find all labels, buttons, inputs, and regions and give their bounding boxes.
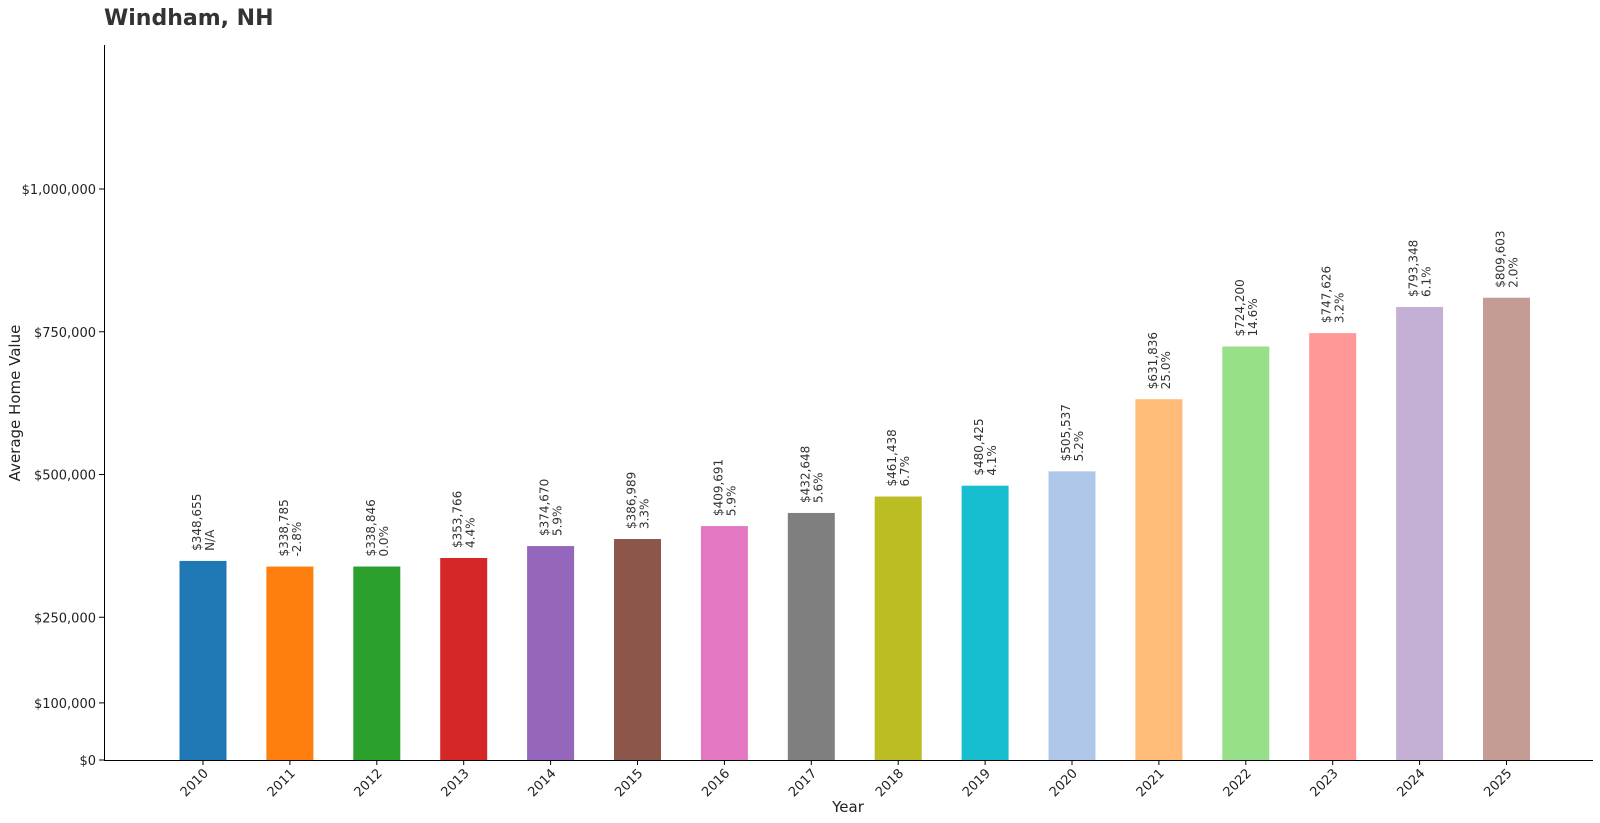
bar-value-label: $432,648 [798, 446, 812, 503]
bar-2014 [527, 546, 575, 760]
bar-2016 [700, 526, 748, 760]
x-tick-label-2020: 2020 [1047, 766, 1081, 800]
bar-change-label: 6.7% [898, 456, 912, 487]
x-tick-label-2019: 2019 [960, 766, 994, 800]
bar-change-label: 5.9% [551, 506, 565, 537]
bar-2023 [1309, 333, 1357, 760]
bar-label-2012: $338,8460.0% [364, 499, 391, 556]
x-tick-label-2025: 2025 [1481, 766, 1515, 800]
x-axis-ticks: 2010 2011 2012 2013 2014 2015 2016 2017 2018 2019… [178, 760, 1515, 800]
bar-value-label: $374,670 [538, 479, 552, 536]
bar-change-label: 25.0% [1159, 351, 1173, 389]
bar-change-label: 3.3% [638, 499, 652, 530]
bar-value-label: $809,603 [1494, 230, 1508, 287]
bar-change-label: -2.8% [290, 522, 304, 557]
bar-value-label: $409,691 [711, 459, 725, 516]
bar-2022 [1222, 346, 1270, 760]
bars-group [179, 297, 1530, 760]
bar-2012 [353, 566, 401, 760]
bar-value-label: $480,425 [972, 418, 986, 475]
bar-change-label: N/A [203, 529, 217, 551]
bar-2019 [961, 485, 1009, 760]
bar-2010 [179, 560, 227, 760]
bar-labels-group: $348,655N/A $338,785-2.8% $338,8460.0% $353… [190, 230, 1521, 556]
x-tick-label-2023: 2023 [1308, 766, 1342, 800]
bar-value-label: $793,348 [1407, 240, 1421, 297]
bar-label-2022: $724,20014.6% [1233, 279, 1260, 336]
bar-label-2015: $386,9893.3% [625, 472, 652, 529]
bar-change-label: 4.4% [464, 518, 478, 549]
bar-label-2014: $374,6705.9% [538, 479, 565, 536]
x-axis-label: Year [831, 798, 865, 816]
bar-2018 [874, 496, 922, 760]
x-tick-label-2011: 2011 [265, 766, 299, 800]
bar-change-label: 5.2% [1072, 431, 1086, 462]
bar-2021 [1135, 399, 1183, 760]
bar-2011 [266, 566, 314, 760]
y-tick-label: $500,000 [34, 469, 96, 484]
bar-label-2010: $348,655N/A [190, 494, 217, 551]
bar-2020 [1048, 471, 1096, 760]
x-tick-label-2017: 2017 [786, 766, 820, 800]
x-tick-label-2021: 2021 [1134, 766, 1168, 800]
bar-change-label: 4.1% [985, 445, 999, 476]
y-axis-ticks: $0 $100,000 $250,000 $500,000 $750,000 $1,000… [22, 183, 104, 769]
bar-change-label: 3.2% [1333, 293, 1347, 324]
bar-2013 [440, 558, 488, 760]
bar-label-2013: $353,7664.4% [451, 491, 478, 548]
bar-value-label: $631,836 [1146, 332, 1160, 389]
x-tick-label-2016: 2016 [699, 766, 733, 800]
bar-label-2016: $409,6915.9% [711, 459, 738, 516]
bar-value-label: $348,655 [190, 494, 204, 551]
bar-value-label: $461,438 [885, 429, 899, 486]
bar-label-2020: $505,5375.2% [1059, 404, 1086, 461]
bar-label-2021: $631,83625.0% [1146, 332, 1173, 389]
bar-value-label: $386,989 [625, 472, 639, 529]
bar-value-label: $747,626 [1320, 266, 1334, 323]
bar-2024 [1396, 307, 1444, 760]
bar-value-label: $338,785 [277, 499, 291, 556]
x-tick-label-2013: 2013 [439, 766, 473, 800]
bar-change-label: 6.1% [1420, 267, 1434, 298]
y-tick-label: $1,000,000 [22, 183, 96, 198]
x-tick-label-2015: 2015 [612, 766, 646, 800]
bar-label-2011: $338,785-2.8% [277, 499, 304, 556]
bar-change-label: 5.6% [811, 472, 825, 503]
bar-label-2019: $480,4254.1% [972, 418, 999, 475]
x-tick-label-2012: 2012 [352, 766, 386, 800]
bar-label-2024: $793,3486.1% [1407, 240, 1434, 297]
bar-value-label: $338,846 [364, 499, 378, 556]
bar-change-label: 14.6% [1246, 298, 1260, 336]
y-tick-label: $250,000 [34, 611, 96, 626]
x-tick-label-2022: 2022 [1221, 766, 1255, 800]
x-tick-label-2010: 2010 [178, 766, 212, 800]
bar-label-2018: $461,4386.7% [885, 429, 912, 486]
chart-title: Windham, NH [104, 6, 274, 31]
y-axis-label: Average Home Value [6, 325, 24, 482]
x-tick-label-2018: 2018 [873, 766, 907, 800]
y-tick-label: $100,000 [34, 697, 96, 712]
bar-2017 [787, 512, 835, 760]
bar-2025 [1483, 297, 1530, 760]
x-tick-label-2014: 2014 [525, 766, 559, 800]
bar-change-label: 5.9% [724, 486, 738, 517]
bar-value-label: $353,766 [451, 491, 465, 548]
bar-label-2023: $747,6263.2% [1320, 266, 1347, 323]
bar-label-2025: $809,6032.0% [1494, 230, 1521, 287]
bar-change-label: 2.0% [1507, 257, 1521, 288]
y-tick-label: $0 [79, 754, 96, 769]
y-tick-label: $750,000 [34, 326, 96, 341]
x-tick-label-2024: 2024 [1394, 766, 1428, 800]
bar-2015 [614, 539, 661, 760]
bar-label-2017: $432,6485.6% [798, 446, 825, 503]
bar-value-label: $724,200 [1233, 279, 1247, 336]
bar-change-label: 0.0% [377, 526, 391, 557]
bar-value-label: $505,537 [1059, 404, 1073, 461]
